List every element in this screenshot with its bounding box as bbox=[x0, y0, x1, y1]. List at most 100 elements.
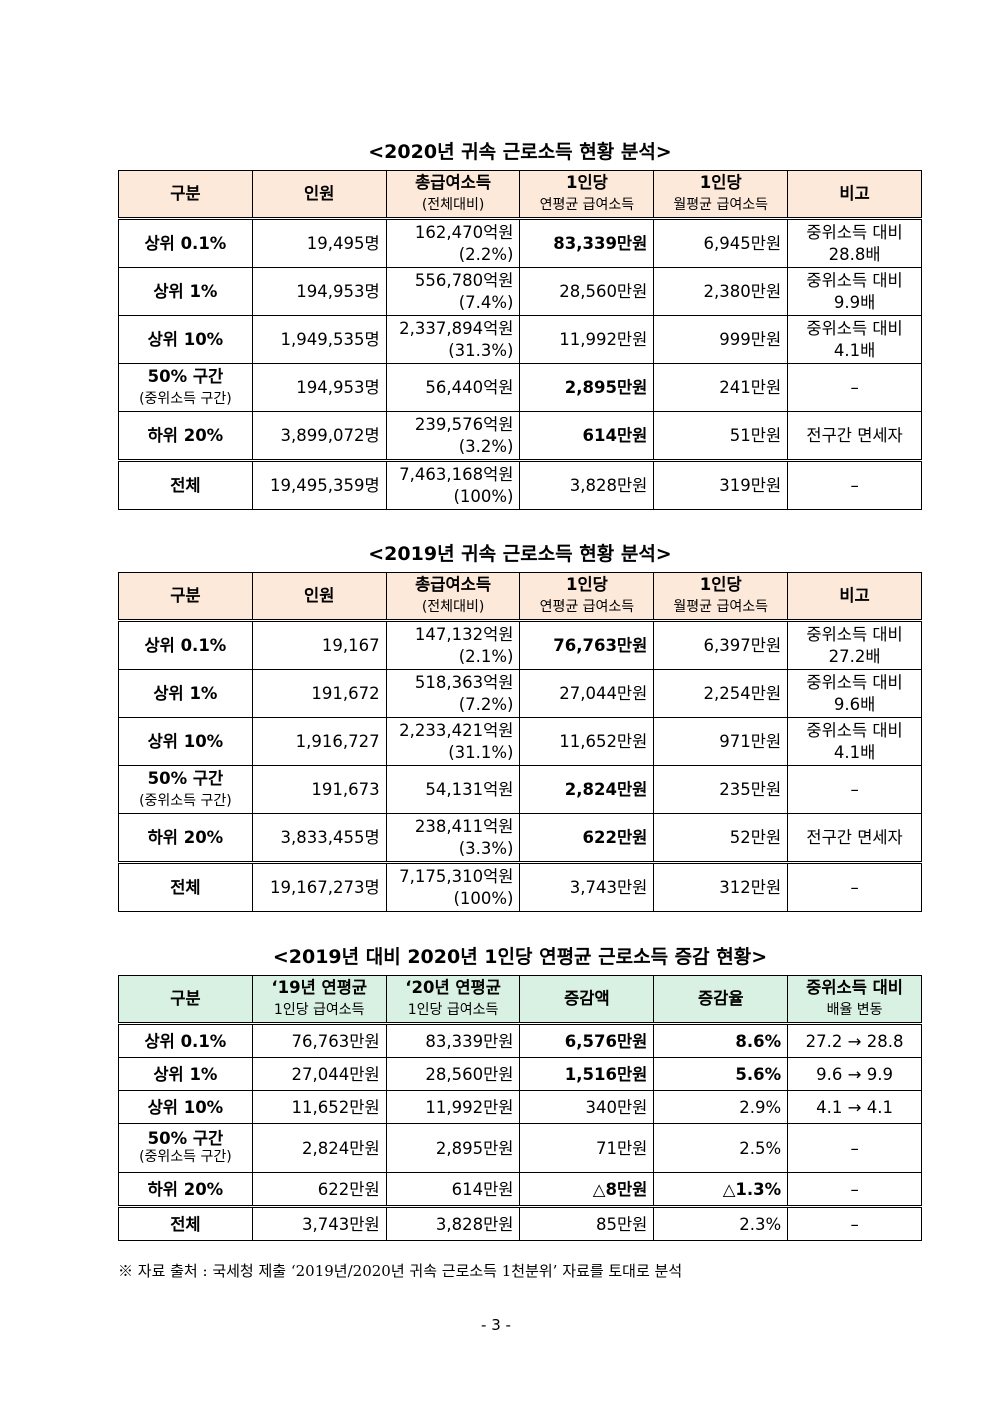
cell-line: – bbox=[850, 475, 859, 495]
header-cell: 증감율 bbox=[653, 975, 789, 1024]
cell-line: 340만원 bbox=[585, 1097, 648, 1117]
cell-line: 인원 bbox=[304, 586, 335, 605]
table-cell: 50% 구간 (중위소득 구간) bbox=[118, 363, 253, 412]
cell-line: (전체대비) bbox=[421, 599, 485, 615]
cell-line: 11,992만원 bbox=[559, 329, 648, 349]
table-cell: 4.1 → 4.1 bbox=[787, 1090, 922, 1124]
cell-line: 상위 10% bbox=[147, 329, 224, 349]
cell-line: 배율 변동 bbox=[826, 1002, 883, 1018]
table-cell: 19,167,273명 bbox=[251, 862, 387, 912]
cell-line: 2,233,421억원 bbox=[399, 720, 514, 740]
cell-line: 상위 10% bbox=[147, 731, 224, 751]
table-cell: 5.6% bbox=[653, 1057, 789, 1091]
table-row: 상위 0.1% 76,763만원 83,339만원 6,576만원 8.6% 27.2 →… bbox=[118, 1023, 922, 1058]
table-cell: 71만원 bbox=[519, 1123, 655, 1173]
table-cell: 상위 10% bbox=[118, 1090, 253, 1124]
table-cell: 319만원 bbox=[653, 460, 789, 510]
table-cell: 54,131억원 bbox=[385, 765, 521, 814]
cell-line: 162,470억원 bbox=[414, 222, 514, 242]
cell-line: 239,576억원 bbox=[414, 414, 514, 434]
table-cell: – bbox=[787, 1206, 922, 1241]
table-body: 상위 0.1% 76,763만원 83,339만원 6,576만원 8.6% 27.2 →… bbox=[118, 1023, 922, 1241]
table-cell: 83,339만원 bbox=[385, 1023, 521, 1058]
table-row: 상위 0.1% 19,495명 162,470억원 (2.2%) 83,339만원 6,9… bbox=[118, 218, 922, 268]
cell-line: 하위 20% bbox=[147, 425, 224, 445]
table-cell: – bbox=[787, 363, 922, 412]
table-cell: 622만원 bbox=[519, 813, 655, 863]
cell-line: 상위 1% bbox=[153, 683, 218, 703]
table-cell: 191,673 bbox=[251, 765, 387, 814]
table-cell: 2.5% bbox=[653, 1123, 789, 1173]
table-row: 50% 구간 (중위소득 구간) 194,953명 56,440억원 2,895만원 24… bbox=[118, 363, 922, 412]
cell-line: 전체 bbox=[170, 475, 201, 495]
cell-line: 11,652만원 bbox=[559, 731, 648, 751]
cell-line: 1,516만원 bbox=[564, 1064, 648, 1084]
cell-line: 6,397만원 bbox=[703, 635, 782, 655]
table-cell: 3,743만원 bbox=[251, 1206, 387, 1241]
table-cell: 238,411억원 (3.3%) bbox=[385, 813, 521, 863]
cell-line: 중위소득 대비 bbox=[806, 624, 903, 644]
cell-line: – bbox=[850, 1214, 859, 1234]
header-cell: 구분 bbox=[118, 975, 253, 1024]
header-cell: 구분 bbox=[118, 170, 253, 219]
cell-line: 연평균 급여소득 bbox=[539, 599, 635, 615]
cell-line: 27,044만원 bbox=[291, 1064, 380, 1084]
cell-line: 비고 bbox=[839, 586, 870, 605]
table-cell: 235만원 bbox=[653, 765, 789, 814]
cell-line: 1,916,727 bbox=[295, 731, 380, 751]
table-cell: 2,380만원 bbox=[653, 267, 789, 316]
cell-line: 총급여소득 bbox=[415, 575, 492, 594]
table-cell: 6,397만원 bbox=[653, 620, 789, 670]
cell-line: 7,463,168억원 bbox=[399, 464, 514, 484]
header-cell: ‘20년 연평균 1인당 급여소득 bbox=[385, 975, 521, 1024]
cell-line: 19,167,273명 bbox=[270, 877, 380, 897]
table-body: 상위 0.1% 19,167 147,132억원 (2.1%) 76,763만원 6,39… bbox=[118, 620, 922, 912]
cell-line: 1인당 bbox=[699, 575, 742, 594]
table-cell: 28,560만원 bbox=[519, 267, 655, 316]
header-cell: 비고 bbox=[787, 572, 922, 621]
table-cell: 상위 0.1% bbox=[118, 218, 253, 268]
table-row: 상위 0.1% 19,167 147,132억원 (2.1%) 76,763만원 6,39… bbox=[118, 620, 922, 670]
cell-line: 월평균 급여소득 bbox=[673, 197, 769, 213]
cell-line: 50% 구간 bbox=[147, 1129, 224, 1148]
header-cell: 1인당 연평균 급여소득 bbox=[519, 170, 655, 219]
table-cell: 중위소득 대비 27.2배 bbox=[787, 620, 922, 670]
cell-line: 71만원 bbox=[595, 1138, 648, 1158]
cell-line: 19,167 bbox=[321, 635, 380, 655]
cell-line: 319만원 bbox=[719, 475, 782, 495]
table-cell: 2.3% bbox=[653, 1206, 789, 1241]
header-cell: 총급여소득 (전체대비) bbox=[385, 572, 521, 621]
cell-line: 4.1 → 4.1 bbox=[816, 1097, 893, 1117]
table-cell: 52만원 bbox=[653, 813, 789, 863]
table-cell: 2,895만원 bbox=[519, 363, 655, 412]
cell-line: 614만원 bbox=[451, 1179, 514, 1199]
cell-line: 증감액 bbox=[564, 989, 610, 1008]
table-cell: 2,254만원 bbox=[653, 669, 789, 718]
cell-line: 235만원 bbox=[719, 779, 782, 799]
cell-line: 51만원 bbox=[729, 425, 782, 445]
cell-line: 9.9배 bbox=[833, 292, 876, 312]
table-cell: – bbox=[787, 862, 922, 912]
table-cell: 83,339만원 bbox=[519, 218, 655, 268]
table-cell: 9.6 → 9.9 bbox=[787, 1057, 922, 1091]
table-header: 구분 ‘19년 연평균 1인당 급여소득 ‘20년 연평균 1인당 급여소득 증감액 증감율… bbox=[118, 975, 922, 1024]
table-title: <2020년 귀속 근로소득 현황 분석> bbox=[368, 141, 672, 163]
cell-line: 11,652만원 bbox=[291, 1097, 380, 1117]
cell-line: 상위 1% bbox=[153, 1064, 218, 1084]
cell-line: 50% 구간 bbox=[147, 768, 224, 788]
table-cell: 2.9% bbox=[653, 1090, 789, 1124]
cell-line: 구분 bbox=[170, 184, 201, 203]
table-cell: 11,992만원 bbox=[385, 1090, 521, 1124]
table-cell: 1,916,727 bbox=[251, 717, 387, 766]
cell-line: 증감율 bbox=[697, 989, 744, 1008]
table-block: <2020년 귀속 근로소득 현황 분석> 구분 인원 총급여소득 (전체대비) 1인당 연… bbox=[118, 138, 922, 510]
cell-line: 비고 bbox=[839, 184, 870, 203]
table-cell: 194,953명 bbox=[251, 363, 387, 412]
table-cell: 999만원 bbox=[653, 315, 789, 364]
cell-line: 2,824만원 bbox=[302, 1138, 380, 1158]
cell-line: (31.3%) bbox=[448, 340, 514, 360]
table-row: 상위 1% 27,044만원 28,560만원 1,516만원 5.6% 9.6 → 9.… bbox=[118, 1057, 922, 1091]
table-cell: 191,672 bbox=[251, 669, 387, 718]
cell-line: 1인당 급여소득 bbox=[407, 1002, 499, 1018]
table-title: <2019년 귀속 근로소득 현황 분석> bbox=[368, 543, 672, 565]
